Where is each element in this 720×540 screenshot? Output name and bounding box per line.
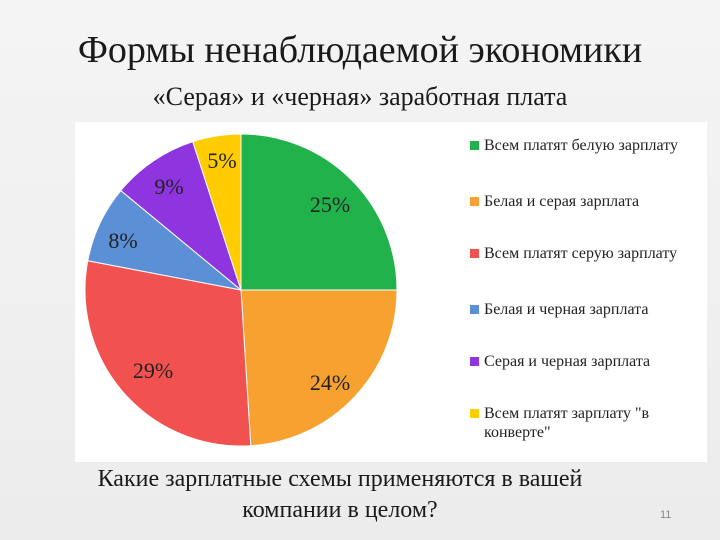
slide-title: Формы ненаблюдаемой экономики: [77, 29, 643, 71]
legend-label: Серая и черная зарплата: [484, 353, 651, 370]
pie-data-label-6: 5%: [207, 148, 236, 173]
legend-label: Белая и серая зарплата: [484, 193, 640, 210]
pie-data-label-4: 8%: [108, 228, 137, 253]
pie-data-label-5: 9%: [154, 174, 183, 199]
legend-swatch: [470, 141, 479, 150]
legend-swatch: [470, 305, 479, 314]
legend-label: Белая и черная зарплата: [484, 301, 649, 318]
slide-subtitle: «Серая» и «черная» заработная плата: [152, 82, 568, 111]
pie-slice-5: [120, 141, 243, 292]
pie-data-label-2: 24%: [310, 370, 350, 395]
survey-question: Какие зарплатные схемы применяются в ваш…: [97, 466, 583, 523]
pie-slice-6: [192, 133, 242, 291]
legend-label: Всем платят зарплату "в конверте": [484, 405, 650, 441]
legend-label: Всем платят белую зарплату: [484, 137, 678, 154]
chart-area: 25% 24% 29% 8% 9% 5%: [75, 122, 707, 462]
pie-slice-1: [240, 133, 398, 291]
legend-swatch: [470, 249, 479, 258]
pie-slice-2: [240, 289, 398, 447]
legend-swatch: [470, 357, 479, 366]
legend-label: Всем платят серую зарплату: [484, 245, 678, 262]
pie-slice-3: [84, 260, 252, 447]
legend-swatch: [470, 409, 479, 418]
pie-chart: 25% 24% 29% 8% 9% 5%: [84, 133, 398, 447]
pie-data-label-3: 29%: [133, 358, 173, 383]
pie-data-label-1: 25%: [310, 192, 350, 217]
legend-swatch: [470, 197, 479, 206]
slide-number: 11: [660, 509, 672, 521]
